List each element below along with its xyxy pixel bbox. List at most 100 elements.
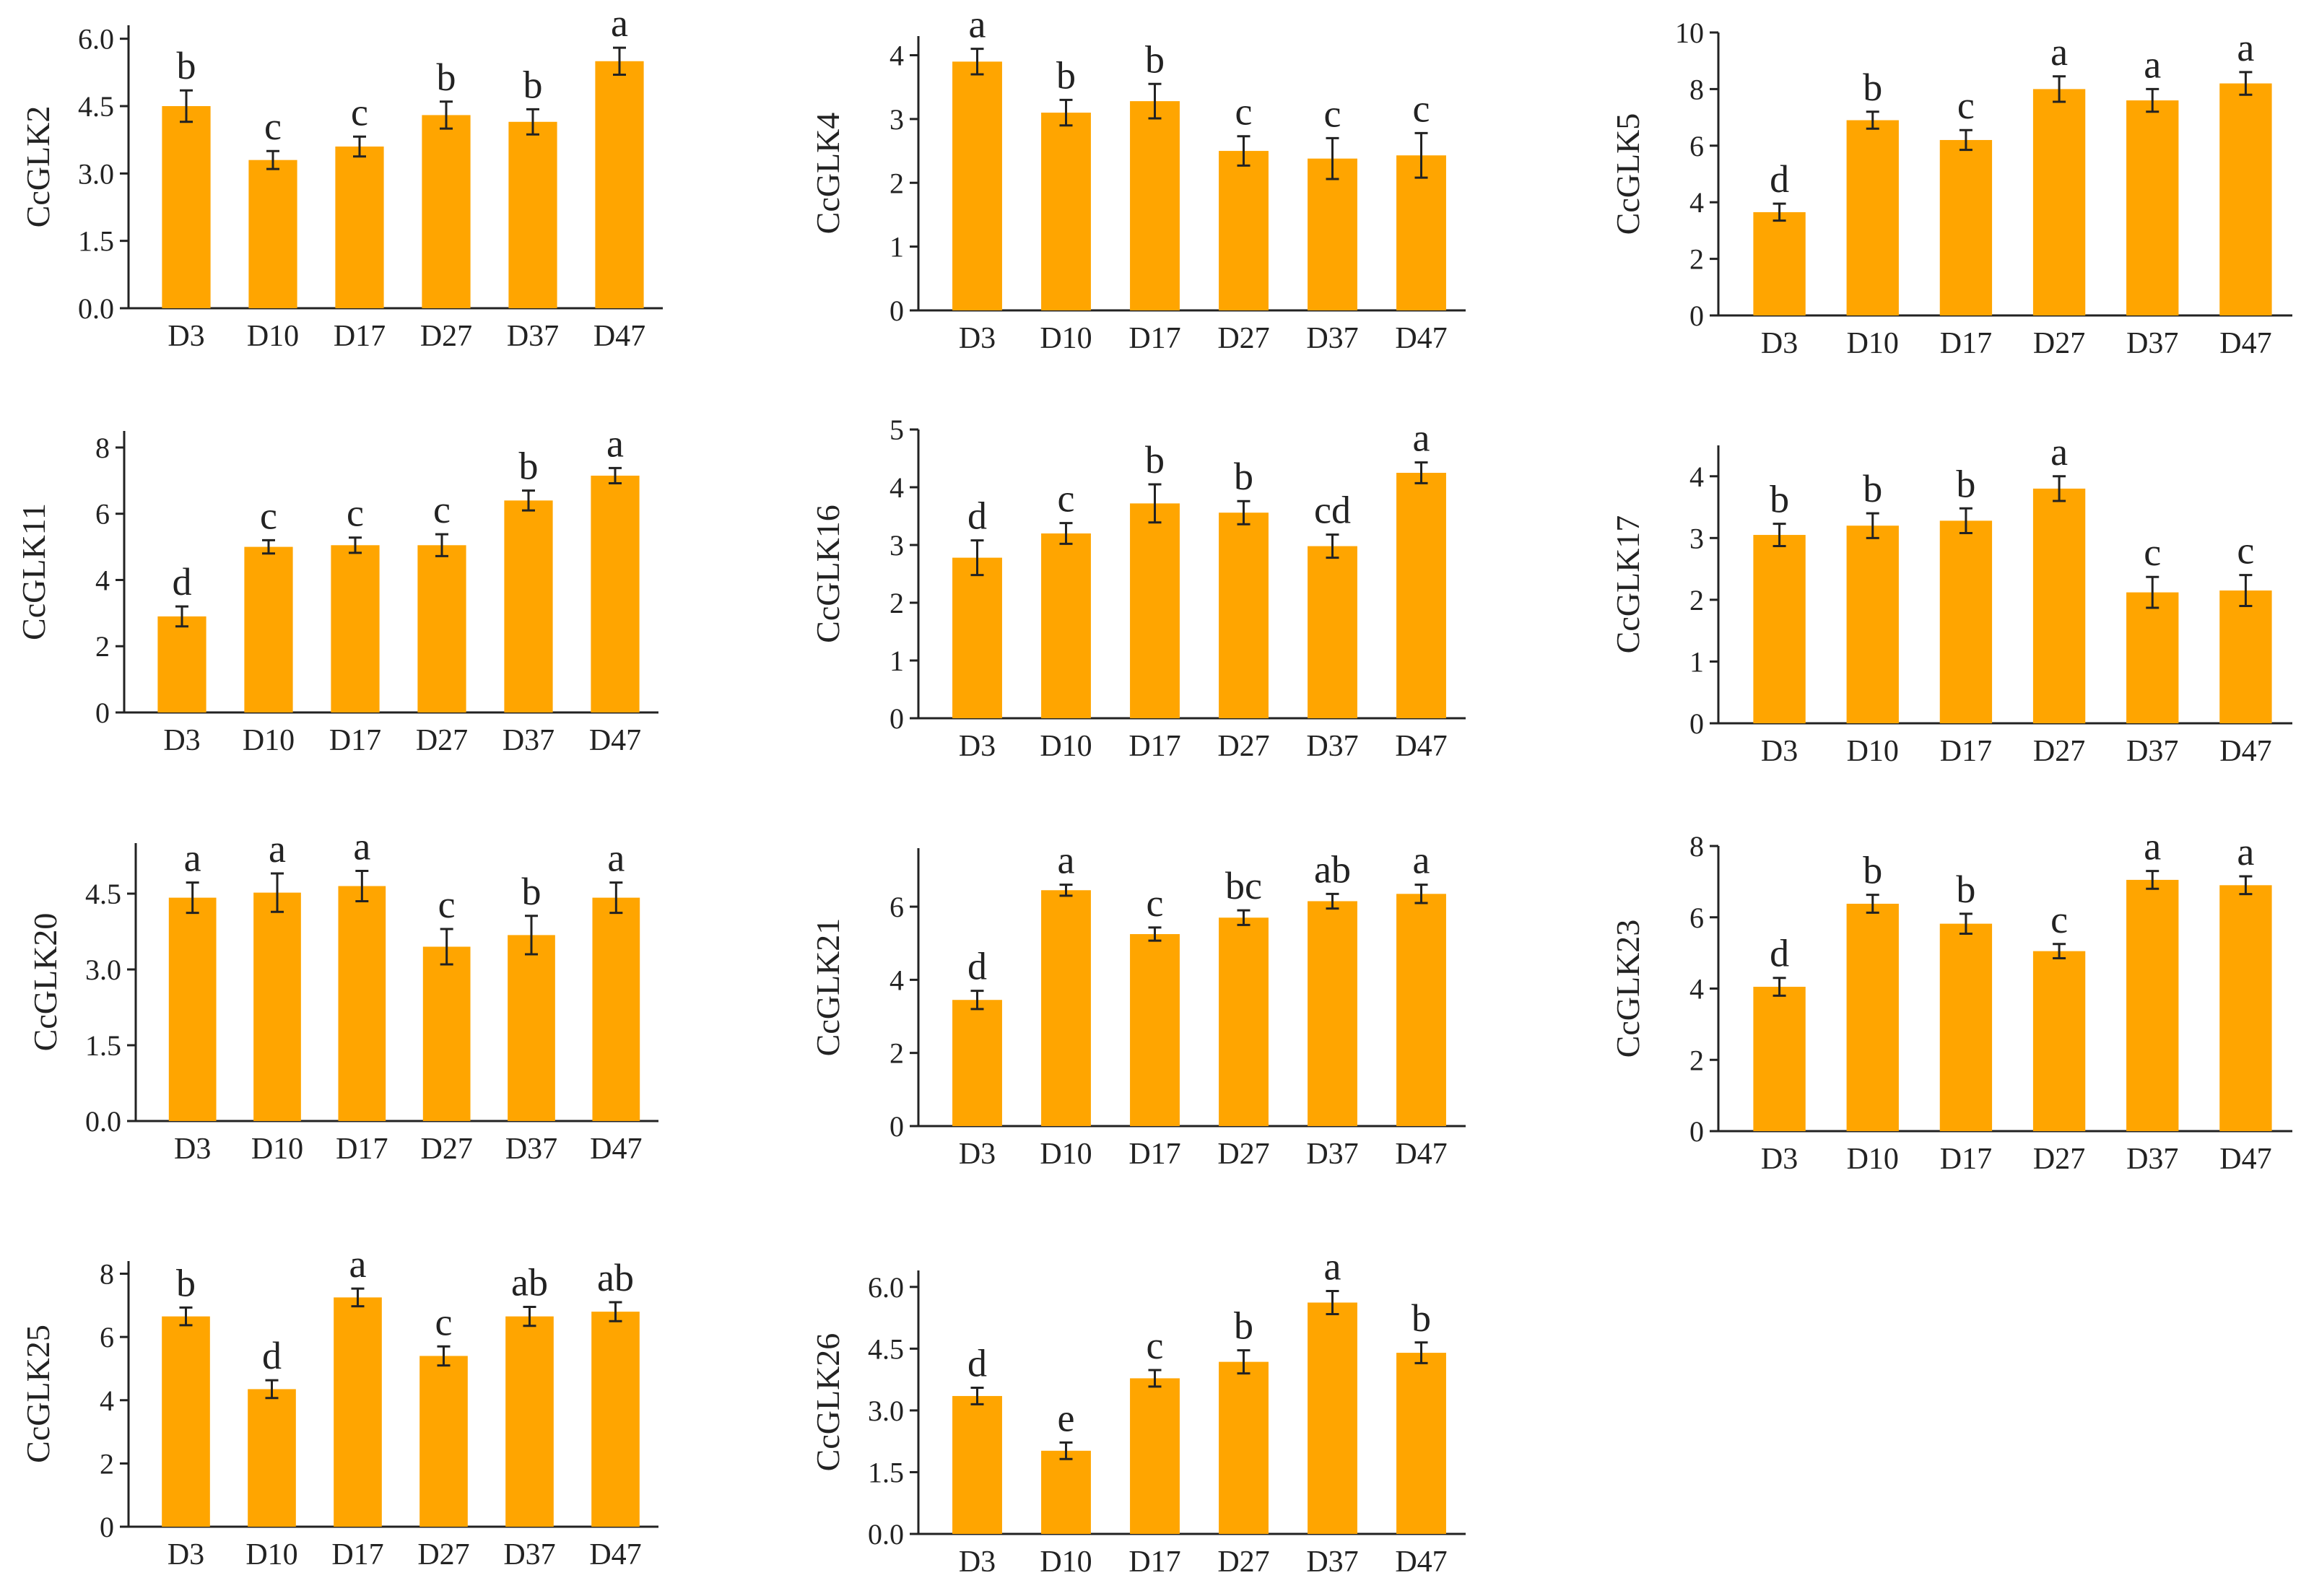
ccglk5-bar-d37 bbox=[2126, 100, 2179, 315]
ccglk23-y-tick-label: 2 bbox=[1689, 1044, 1704, 1076]
ccglk25-bar-d3 bbox=[162, 1316, 210, 1527]
ccglk2-y-tick-label: 4.5 bbox=[78, 90, 114, 123]
ccglk5-panel: 0 2 4 6 8 10 CcGLK5 d D3 b D10 c D17 a D27 a D37 a D47 bbox=[1609, 17, 2292, 360]
ccglk16-panel: 0 1 2 3 4 5 CcGLK16 d D3 c D10 b D17 b D27 cd D37 a D47 bbox=[809, 414, 1466, 763]
ccglk26-sig-label: e bbox=[1058, 1396, 1075, 1439]
ccglk23-sig-label: c bbox=[2050, 898, 2068, 941]
ccglk21-x-tick-label: D37 bbox=[1306, 1138, 1358, 1171]
ccglk25-x-tick-label: D37 bbox=[503, 1538, 555, 1571]
ccglk2-x-tick-label: D27 bbox=[420, 320, 472, 353]
ccglk16-x-tick-label: D3 bbox=[959, 730, 996, 763]
ccglk5-bar-d47 bbox=[2219, 83, 2272, 315]
ccglk16-y-tick-label: 5 bbox=[890, 414, 904, 446]
ccglk25-sig-label: d bbox=[262, 1334, 282, 1377]
ccglk17-sig-label: b bbox=[1956, 462, 1975, 505]
ccglk26-sig-label: b bbox=[1412, 1296, 1431, 1340]
ccglk11-y-tick-label: 0 bbox=[95, 697, 110, 729]
ccglk17-sig-label: b bbox=[1863, 467, 1882, 510]
ccglk5-bar-d17 bbox=[1939, 139, 1993, 315]
ccglk20-bar-d27 bbox=[422, 946, 471, 1121]
ccglk5-y-tick-label: 6 bbox=[1689, 130, 1704, 162]
ccglk17-bar-d3 bbox=[1753, 535, 1806, 723]
ccglk5-x-tick-label: D27 bbox=[2033, 327, 2085, 360]
ccglk11-y-tick-label: 8 bbox=[95, 432, 110, 464]
ccglk23-x-tick-label: D17 bbox=[1940, 1143, 1992, 1176]
ccglk5-x-tick-label: D3 bbox=[1761, 327, 1798, 360]
ccglk11-x-tick-label: D17 bbox=[329, 724, 381, 757]
ccglk16-bar-d47 bbox=[1396, 473, 1446, 718]
ccglk20-sig-label: a bbox=[353, 825, 370, 868]
ccglk4-sig-label: b bbox=[1145, 38, 1165, 81]
ccglk11-sig-label: d bbox=[173, 560, 192, 603]
ccglk17-y-tick-label: 0 bbox=[1689, 707, 1704, 740]
ccglk25-sig-label: ab bbox=[597, 1256, 634, 1299]
ccglk23-sig-label: a bbox=[2237, 830, 2254, 873]
ccglk23-y-axis-label: CcGLK23 bbox=[1609, 920, 1646, 1058]
ccglk5-sig-label: a bbox=[2050, 30, 2068, 74]
ccglk25-bar-d17 bbox=[334, 1297, 382, 1527]
ccglk16-sig-label: b bbox=[1234, 455, 1253, 498]
ccglk16-y-tick-label: 1 bbox=[890, 645, 904, 677]
ccglk17-y-tick-label: 3 bbox=[1689, 522, 1704, 554]
ccglk16-x-tick-label: D17 bbox=[1128, 730, 1180, 763]
ccglk2-sig-label: b bbox=[523, 63, 543, 106]
ccglk21-x-tick-label: D17 bbox=[1128, 1138, 1180, 1171]
ccglk11-x-tick-label: D27 bbox=[416, 724, 468, 757]
ccglk16-bar-d37 bbox=[1308, 546, 1357, 718]
ccglk5-x-tick-label: D47 bbox=[2219, 327, 2271, 360]
ccglk26-sig-label: c bbox=[1147, 1324, 1164, 1367]
ccglk11-bar-d3 bbox=[157, 616, 206, 712]
ccglk25-bar-d37 bbox=[505, 1316, 554, 1527]
ccglk20-x-tick-label: D17 bbox=[336, 1133, 388, 1166]
ccglk21-bar-d10 bbox=[1041, 890, 1091, 1126]
ccglk20-y-axis-label: CcGLK20 bbox=[27, 913, 64, 1052]
ccglk17-bar-d17 bbox=[1939, 520, 1993, 723]
ccglk25-y-tick-label: 0 bbox=[100, 1511, 114, 1543]
ccglk4-x-tick-label: D27 bbox=[1217, 322, 1269, 355]
ccglk26-y-tick-label: 4.5 bbox=[868, 1333, 904, 1365]
ccglk4-y-axis-label: CcGLK4 bbox=[809, 113, 846, 235]
ccglk4-y-tick-label: 1 bbox=[890, 231, 904, 263]
ccglk21-bar-d17 bbox=[1130, 934, 1180, 1126]
ccglk23-x-tick-label: D47 bbox=[2219, 1143, 2271, 1176]
ccglk20-y-tick-label: 1.5 bbox=[85, 1029, 121, 1062]
ccglk11-x-tick-label: D10 bbox=[243, 724, 295, 757]
ccglk2-sig-label: b bbox=[177, 44, 196, 87]
ccglk17-y-tick-label: 2 bbox=[1689, 584, 1704, 616]
ccglk11-x-tick-label: D47 bbox=[589, 724, 641, 757]
ccglk17-x-tick-label: D47 bbox=[2219, 735, 2271, 768]
ccglk23-sig-label: d bbox=[1770, 932, 1789, 975]
ccglk26-bar-d17 bbox=[1130, 1378, 1180, 1534]
ccglk17-sig-label: a bbox=[2050, 430, 2068, 474]
ccglk4-bar-d3 bbox=[952, 61, 1002, 310]
ccglk4-y-tick-label: 3 bbox=[890, 103, 904, 136]
ccglk26-x-tick-label: D47 bbox=[1395, 1545, 1447, 1579]
ccglk17-bar-d27 bbox=[2032, 488, 2086, 723]
ccglk21-bar-d3 bbox=[952, 1000, 1002, 1126]
ccglk16-x-tick-label: D37 bbox=[1306, 730, 1358, 763]
ccglk4-y-tick-label: 2 bbox=[890, 167, 904, 199]
ccglk17-sig-label: c bbox=[2237, 529, 2254, 572]
ccglk5-y-tick-label: 4 bbox=[1689, 186, 1704, 219]
ccglk17-bar-d10 bbox=[1846, 526, 1899, 723]
ccglk25-x-tick-label: D3 bbox=[168, 1538, 204, 1571]
ccglk25-bar-d27 bbox=[419, 1356, 468, 1527]
ccglk16-x-tick-label: D27 bbox=[1217, 730, 1269, 763]
ccglk21-bar-d27 bbox=[1219, 917, 1269, 1126]
ccglk4-panel: 0 1 2 3 4 CcGLK4 a D3 b D10 b D17 c D27 c D37 c D47 bbox=[809, 3, 1466, 355]
ccglk16-bar-d17 bbox=[1130, 503, 1180, 718]
ccglk11-bar-d37 bbox=[504, 500, 553, 712]
ccglk26-panel: 0.0 1.5 3.0 4.5 6.0 CcGLK26 d D3 e D10 c D17 b D27 a D3… bbox=[809, 1245, 1466, 1579]
ccglk23-x-tick-label: D37 bbox=[2126, 1143, 2178, 1176]
ccglk20-x-tick-label: D27 bbox=[420, 1133, 472, 1166]
ccglk23-x-tick-label: D27 bbox=[2033, 1143, 2085, 1176]
ccglk2-x-tick-label: D37 bbox=[507, 320, 559, 353]
ccglk23-bar-d3 bbox=[1753, 987, 1806, 1131]
ccglk2-sig-label: c bbox=[264, 105, 282, 148]
ccglk2-y-axis-label: CcGLK2 bbox=[19, 106, 56, 228]
ccglk11-sig-label: a bbox=[606, 422, 624, 465]
ccglk2-sig-label: b bbox=[437, 56, 456, 99]
ccglk21-x-tick-label: D47 bbox=[1395, 1138, 1447, 1171]
ccglk20-bar-d17 bbox=[338, 886, 386, 1121]
ccglk20-panel: 0.0 1.5 3.0 4.5 CcGLK20 a D3 a D10 a D17 c D27 b D37 a D… bbox=[27, 825, 658, 1166]
